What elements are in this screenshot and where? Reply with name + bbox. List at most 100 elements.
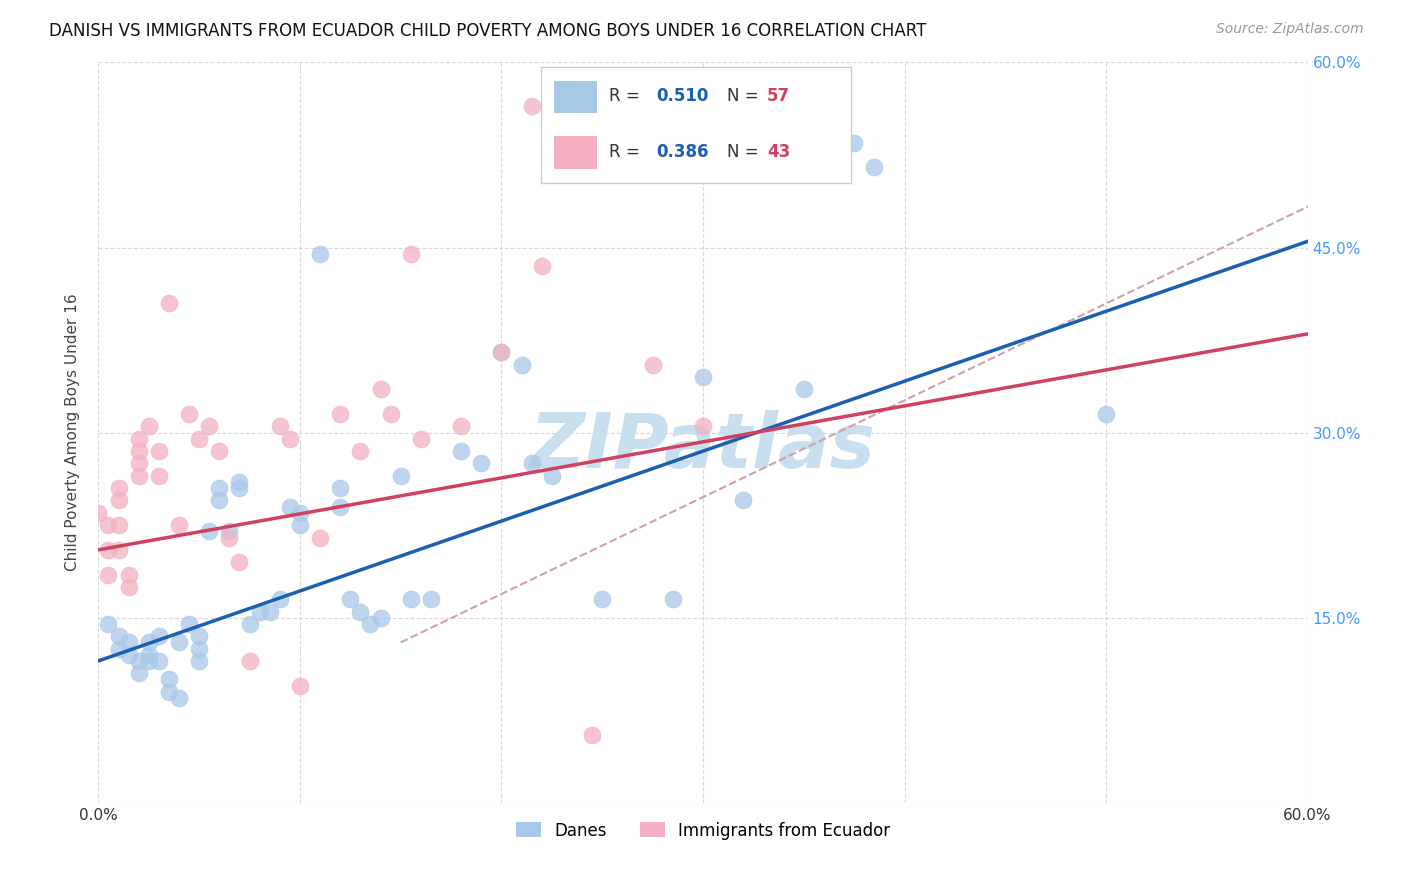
- Y-axis label: Child Poverty Among Boys Under 16: Child Poverty Among Boys Under 16: [65, 293, 80, 572]
- Point: [218, 531, 240, 545]
- Point: [389, 468, 412, 483]
- Point: [97, 542, 120, 557]
- Point: [188, 629, 211, 643]
- FancyBboxPatch shape: [554, 81, 598, 113]
- Point: [349, 605, 371, 619]
- Point: [118, 580, 141, 594]
- Point: [591, 592, 613, 607]
- Point: [269, 419, 291, 434]
- Point: [692, 370, 714, 384]
- Point: [138, 419, 160, 434]
- Point: [1095, 407, 1118, 421]
- Legend: Danes, Immigrants from Ecuador: Danes, Immigrants from Ecuador: [509, 815, 897, 847]
- Point: [239, 616, 262, 631]
- Point: [288, 506, 311, 520]
- Point: [138, 654, 160, 668]
- Point: [97, 616, 120, 631]
- Point: [179, 616, 201, 631]
- Point: [118, 635, 141, 649]
- Point: [540, 468, 562, 483]
- Point: [450, 444, 472, 458]
- Point: [188, 432, 211, 446]
- Point: [208, 481, 231, 495]
- Point: [520, 98, 543, 112]
- Point: [470, 457, 492, 471]
- Point: [157, 673, 180, 687]
- Point: [148, 654, 170, 668]
- Point: [329, 500, 352, 514]
- Point: [491, 345, 513, 359]
- Point: [107, 481, 129, 495]
- Point: [581, 728, 603, 742]
- Point: [793, 383, 815, 397]
- Point: [118, 567, 141, 582]
- Point: [309, 531, 332, 545]
- Point: [128, 444, 150, 458]
- Point: [118, 648, 141, 662]
- FancyBboxPatch shape: [554, 136, 598, 169]
- Point: [420, 592, 443, 607]
- Point: [520, 457, 543, 471]
- Text: 57: 57: [768, 87, 790, 105]
- Point: [97, 567, 120, 582]
- Point: [269, 592, 291, 607]
- Point: [107, 542, 129, 557]
- Point: [138, 635, 160, 649]
- Text: DANISH VS IMMIGRANTS FROM ECUADOR CHILD POVERTY AMONG BOYS UNDER 16 CORRELATION : DANISH VS IMMIGRANTS FROM ECUADOR CHILD …: [49, 22, 927, 40]
- Point: [179, 407, 201, 421]
- Point: [844, 136, 866, 150]
- Point: [208, 493, 231, 508]
- Point: [370, 383, 392, 397]
- Point: [329, 481, 352, 495]
- Point: [641, 358, 664, 372]
- Point: [339, 592, 361, 607]
- Point: [278, 432, 301, 446]
- Point: [259, 605, 281, 619]
- Point: [249, 605, 271, 619]
- Point: [167, 518, 190, 533]
- Point: [349, 444, 371, 458]
- Text: R =: R =: [609, 87, 645, 105]
- Text: N =: N =: [727, 87, 763, 105]
- Point: [380, 407, 402, 421]
- Point: [661, 592, 683, 607]
- Text: R =: R =: [609, 143, 645, 161]
- Point: [863, 161, 886, 175]
- Text: 0.510: 0.510: [655, 87, 709, 105]
- Point: [198, 419, 221, 434]
- Point: [530, 259, 553, 273]
- Point: [97, 518, 120, 533]
- Point: [409, 432, 432, 446]
- Point: [309, 246, 332, 260]
- Point: [510, 358, 533, 372]
- Point: [107, 629, 129, 643]
- Point: [198, 524, 221, 539]
- Point: [450, 419, 472, 434]
- Point: [148, 444, 170, 458]
- Point: [399, 246, 422, 260]
- Point: [167, 690, 190, 705]
- Point: [228, 555, 250, 569]
- Point: [128, 666, 150, 681]
- Point: [733, 493, 755, 508]
- Text: 43: 43: [768, 143, 790, 161]
- Point: [239, 654, 262, 668]
- Point: [87, 506, 110, 520]
- Point: [148, 629, 170, 643]
- Point: [288, 518, 311, 533]
- Point: [692, 419, 714, 434]
- Point: [128, 468, 150, 483]
- Point: [107, 518, 129, 533]
- Point: [218, 524, 240, 539]
- Point: [167, 635, 190, 649]
- Point: [148, 468, 170, 483]
- Point: [228, 475, 250, 489]
- Point: [399, 592, 422, 607]
- Point: [370, 610, 392, 624]
- Text: 0.386: 0.386: [655, 143, 709, 161]
- Point: [329, 407, 352, 421]
- Point: [128, 654, 150, 668]
- Point: [208, 444, 231, 458]
- Text: ZIPatlas: ZIPatlas: [530, 410, 876, 484]
- Point: [157, 685, 180, 699]
